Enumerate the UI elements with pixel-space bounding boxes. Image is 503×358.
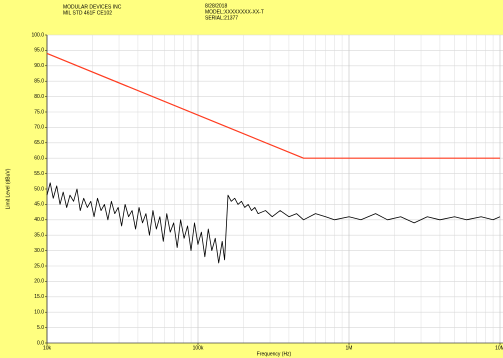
x-tick-label: 10k [43,345,52,351]
y-tick-label: 10.0 [34,310,44,316]
header-date: 8/28/2018 [205,3,227,9]
y-tick-label: 90.0 [34,63,44,69]
y-tick-label: 85.0 [34,79,44,85]
x-tick-label: 100k [193,345,204,351]
y-tick-label: 55.0 [34,171,44,177]
y-tick-label: 25.0 [34,263,44,269]
y-tick-label: 65.0 [34,140,44,146]
header-test: MIL STD 461F CE102 [63,10,112,16]
header-company: MODULAR DEVICES INC [63,4,122,10]
y-tick-label: 95.0 [34,48,44,54]
measurement-trace [46,182,501,264]
y-tick-label: 15.0 [34,294,44,300]
y-axis-label: Limit Level (dBuV) [5,168,11,209]
y-tick-label: 35.0 [34,233,44,239]
y-tick-label: 100.0 [31,32,44,38]
x-axis-label: Frequency (Hz) [257,351,292,357]
y-tick-label: 20.0 [34,279,44,285]
limit-line [46,52,500,159]
y-tick-label: 30.0 [34,248,44,254]
y-tick-label: 75.0 [34,109,44,115]
grid: 0.0 5.0 10.0 15.0 20.0 25.0 30.0 35.0 40.0 45.0 50… [31,32,503,351]
y-tick-label: 60.0 [34,156,44,162]
y-tick-label: 80.0 [34,94,44,100]
y-tick-label: 70.0 [34,125,44,131]
y-tick-label: 5.0 [37,325,44,331]
header-model: MODEL:XXXXXXXX-XX-T [205,9,264,15]
y-tick-label: 50.0 [34,186,44,192]
x-tick-label: 10M [495,345,503,351]
header-serial: SERIAL:21377 [205,15,238,21]
y-tick-label: 40.0 [34,217,44,223]
y-tick-label: 45.0 [34,202,44,208]
marks [46,52,501,264]
x-tick-label: 1M [346,345,353,351]
y-tick-label: 0.0 [37,340,44,346]
